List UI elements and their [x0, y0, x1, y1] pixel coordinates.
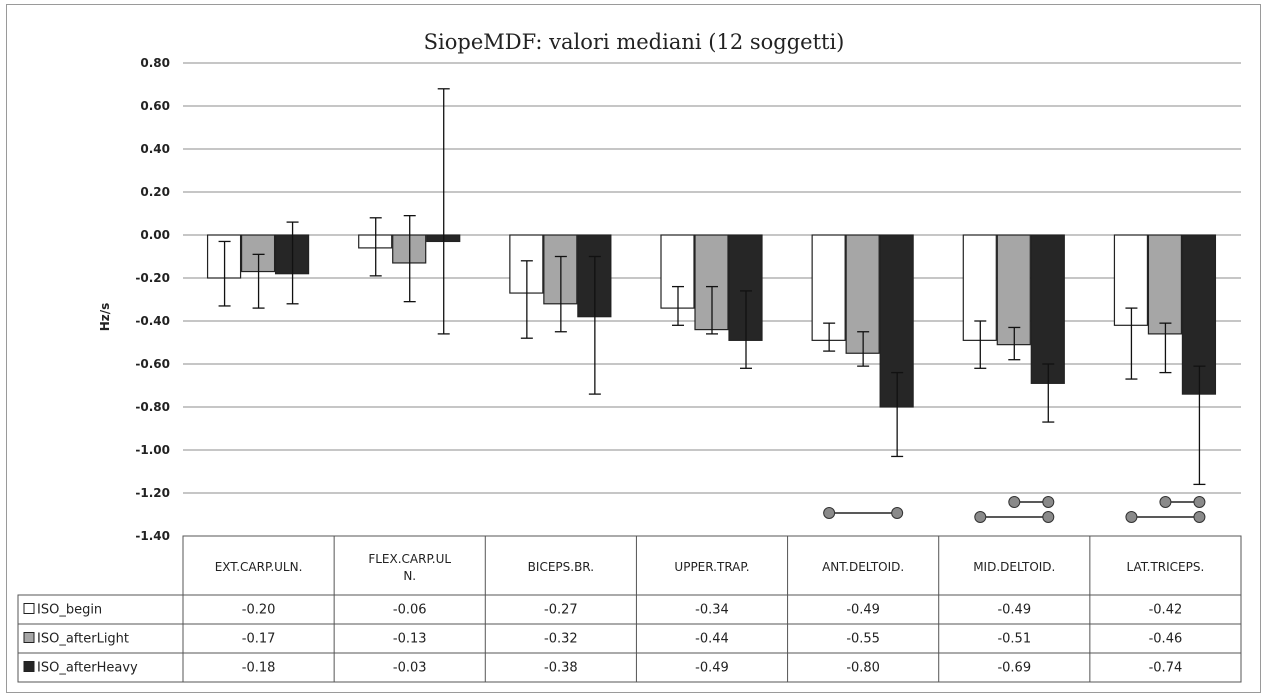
- significance-dot: [823, 507, 836, 519]
- significance-dot: [1008, 496, 1021, 508]
- category-label: EXT.CARP.ULN.: [215, 560, 303, 574]
- data-label: -0.74: [1149, 661, 1183, 676]
- data-label: -0.27: [544, 603, 578, 618]
- error-bars: [218, 88, 1206, 486]
- data-label: -0.49: [846, 603, 880, 618]
- y-tick-label: 0.80: [140, 56, 170, 70]
- data-label: -0.69: [997, 661, 1031, 676]
- data-label: -0.13: [393, 632, 427, 647]
- y-axis-label: Hz/s: [98, 303, 112, 332]
- data-label: -0.44: [695, 632, 729, 647]
- category-label: MID.DELTOID.: [973, 560, 1055, 574]
- y-tick-label: -1.00: [135, 443, 170, 457]
- data-label: -0.42: [1149, 603, 1183, 618]
- bar-chart: SiopeMDF: valori mediani (12 soggetti) H…: [17, 30, 1242, 683]
- data-label: -0.80: [846, 661, 880, 676]
- data-label: -0.20: [242, 603, 276, 618]
- data-label: -0.46: [1149, 632, 1183, 647]
- bar: [1030, 234, 1065, 384]
- category-label: LAT.TRICEPS.: [1127, 560, 1205, 574]
- legend-swatch: [23, 661, 35, 672]
- category-label: FLEX.CARP.UL N.: [368, 552, 451, 583]
- y-tick-label: -0.80: [135, 400, 170, 414]
- y-tick-label: -0.60: [135, 357, 170, 371]
- y-tick-label: 0.40: [140, 142, 170, 156]
- category-label: BICEPS.BR.: [528, 560, 594, 574]
- y-tick-label: 0.20: [140, 185, 170, 199]
- y-tick-label: -0.40: [135, 314, 170, 328]
- data-label: -0.38: [544, 661, 578, 676]
- legend-swatch: [23, 632, 35, 643]
- significance-dot: [1193, 511, 1206, 523]
- bar: [996, 234, 1031, 346]
- data-label: -0.49: [695, 661, 729, 676]
- y-tick-label: 0.60: [140, 99, 170, 113]
- legend-swatch: [23, 603, 35, 614]
- data-label: -0.49: [997, 603, 1031, 618]
- significance-markers: [823, 496, 1206, 523]
- y-tick-labels: 0.80 0.60 0.40 0.20 0.00 -0.20 -0.40 -0.60 -0.80…: [135, 56, 170, 543]
- significance-dot: [974, 511, 987, 523]
- significance-dot: [891, 507, 904, 519]
- y-tick-label: -0.20: [135, 271, 170, 285]
- category-label: ANT.DELTOID.: [822, 560, 904, 574]
- significance-dot: [1159, 496, 1172, 508]
- data-table: EXT.CARP.ULN. FLEX.CARP.UL N. BICEPS.BR. UPP…: [17, 535, 1242, 683]
- significance-dot: [1193, 496, 1206, 508]
- y-tick-label: 0.00: [140, 228, 170, 242]
- series-name: ISO_afterLight: [37, 632, 129, 647]
- data-label: -0.17: [242, 632, 276, 647]
- chart-title: SiopeMDF: valori mediani (12 soggetti): [424, 30, 845, 54]
- significance-dot: [1042, 496, 1055, 508]
- series-name: ISO_begin: [37, 603, 102, 618]
- data-label: -0.06: [393, 603, 427, 618]
- data-label: -0.55: [846, 632, 880, 647]
- series-name: ISO_afterHeavy: [37, 661, 138, 676]
- data-label: -0.18: [242, 661, 276, 676]
- data-label: -0.32: [544, 632, 578, 647]
- bar: [1147, 234, 1183, 335]
- y-tick-label: -1.40: [135, 529, 170, 543]
- category-label: UPPER.TRAP.: [674, 560, 749, 574]
- data-label: -0.03: [393, 661, 427, 676]
- significance-dot: [1125, 511, 1138, 523]
- data-label: -0.34: [695, 603, 729, 618]
- significance-dot: [1042, 511, 1055, 523]
- y-tick-label: -1.20: [135, 486, 170, 500]
- chart-frame: SiopeMDF: valori mediani (12 soggetti) H…: [6, 4, 1261, 693]
- data-label: -0.51: [997, 632, 1031, 647]
